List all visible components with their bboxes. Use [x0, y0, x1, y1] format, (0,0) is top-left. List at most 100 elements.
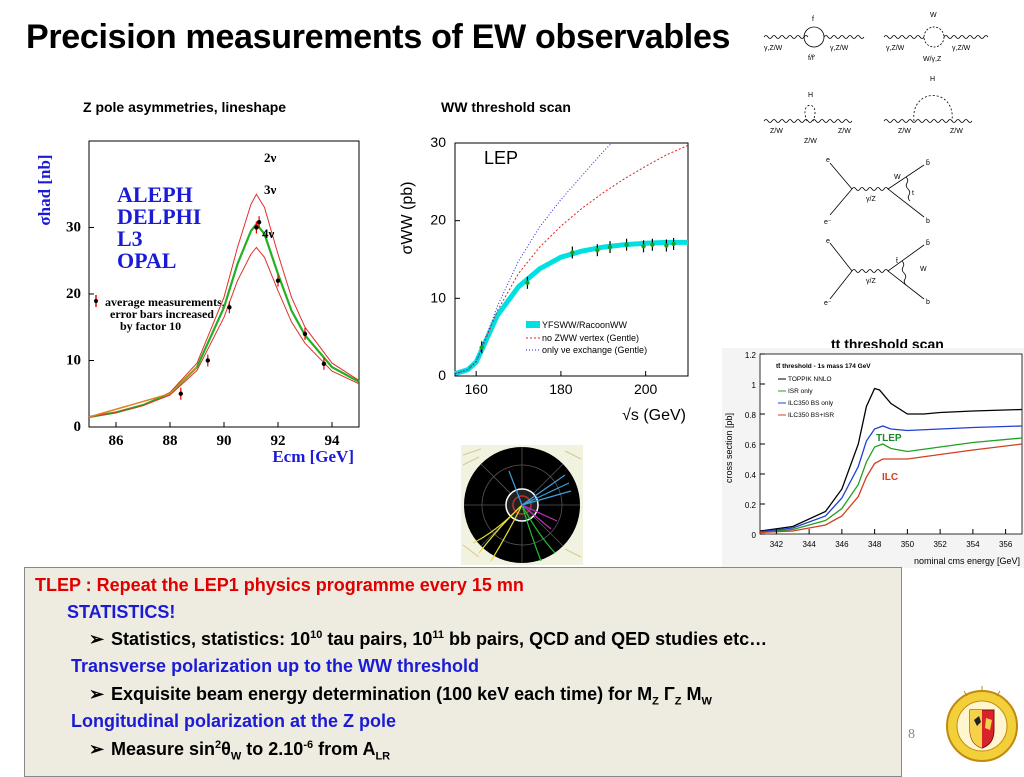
diagram-label: W — [930, 12, 937, 19]
boson-line — [883, 119, 973, 123]
boson-line — [943, 35, 989, 39]
tt-xlabel: nominal cms energy [GeV] — [914, 556, 1020, 566]
y-tick-label: 10 — [66, 352, 81, 368]
bullet-text: -6 — [303, 739, 314, 751]
fermion-line — [887, 188, 925, 218]
y-tick-label: 20 — [430, 212, 446, 228]
data-point — [595, 247, 600, 253]
electron-line — [829, 162, 853, 190]
y-tick-label: 30 — [430, 134, 446, 150]
curve-label-4nu: 4ν — [262, 226, 275, 241]
w-line — [901, 260, 907, 286]
diagram-label: e⁻ — [824, 219, 832, 226]
series-line — [759, 443, 1023, 534]
bullet-text: Z — [674, 695, 682, 708]
series-line — [759, 425, 1023, 533]
bullet-text: LR — [375, 750, 391, 763]
boson-line — [851, 187, 889, 191]
x-tick-label: 354 — [966, 540, 980, 549]
electron-line — [829, 242, 853, 272]
diagram-label: W/γ,Z — [923, 56, 942, 63]
boson-loop — [923, 26, 945, 48]
legend-text: ILC350 BS+ISR — [788, 412, 834, 419]
x-tick-label: 92 — [271, 433, 286, 449]
diagram-label: H — [808, 92, 813, 99]
diagram-label: Z/W — [838, 128, 851, 135]
experiment-label: ALEPH — [117, 182, 193, 207]
bullet-text: W — [230, 750, 242, 763]
data-point — [227, 305, 232, 310]
data-point — [671, 241, 676, 247]
curve-label-2nu: 2ν — [264, 150, 277, 165]
bullet-text: to 2.10 — [241, 739, 304, 759]
diagram-label: e — [826, 238, 830, 245]
data-point — [607, 244, 613, 250]
ww-xlabel: √s (GeV) — [622, 407, 686, 424]
boson-line — [883, 35, 925, 39]
bullet-text: Γ — [658, 684, 675, 704]
legend-swatch — [526, 321, 540, 328]
summary-panel: TLEP : Repeat the LEP1 physics programme… — [24, 567, 902, 777]
key-icon — [985, 718, 992, 730]
higgs-loop — [913, 95, 953, 122]
bullet-text: Measure sin — [111, 739, 216, 759]
x-tick-label: 352 — [933, 540, 947, 549]
diagram-label: b — [926, 299, 930, 306]
legend-text: average measurements, — [105, 295, 225, 309]
diagram-label: Z/W — [950, 128, 963, 135]
y-tick-label: 0.6 — [745, 441, 757, 450]
data-point — [624, 242, 629, 247]
data-point — [205, 358, 210, 363]
legend-text: ILC350 BS only — [788, 400, 834, 407]
particle-tracks — [472, 470, 572, 562]
university-seal-logo — [946, 686, 1018, 762]
bullet-arrow-icon: ➢ — [89, 739, 105, 759]
series-line — [759, 387, 1023, 532]
x-tick-label: 160 — [465, 381, 489, 397]
zpole-xlabel: Ecm [GeV] — [272, 447, 354, 466]
x-tick-label: 180 — [549, 381, 573, 397]
series-line — [88, 246, 360, 418]
y-tick-label: 0.2 — [745, 501, 757, 510]
legend-text: by factor 10 — [120, 319, 181, 333]
data-point — [256, 219, 262, 225]
bullet-text: 10 — [310, 629, 323, 641]
series-line — [759, 437, 1023, 534]
panel-bullet-beam-energy: ➢ Exquisite beam energy determination (10… — [89, 684, 712, 708]
x-tick-label: 356 — [999, 540, 1013, 549]
diagram-label: Z/W — [898, 128, 911, 135]
diagram-label: W — [920, 266, 927, 273]
diagram-label: b̄ — [926, 239, 930, 247]
x-tick-label: 88 — [163, 433, 178, 449]
boson-line — [851, 269, 889, 273]
legend-text: YFSWW/RacoonWW — [542, 320, 628, 330]
x-tick-label: 342 — [770, 540, 784, 549]
curve-label-3nu: 3ν — [264, 182, 277, 197]
legend-marker — [94, 299, 98, 303]
vertex-detector — [512, 495, 532, 515]
series-line — [454, 142, 613, 375]
bullet-text: Statistics, statistics: 10 — [111, 629, 311, 649]
y-tick-label: 30 — [66, 219, 81, 235]
bullet-arrow-icon: ➢ — [89, 629, 105, 649]
detector-event-display — [461, 445, 583, 565]
series-line — [88, 366, 198, 418]
slide-title: Precision measurements of EW observables — [26, 18, 731, 56]
zpole-caption: Z pole asymmetries, lineshape — [83, 99, 287, 115]
diagram-label: γ,Z/W — [886, 45, 905, 52]
diagram-label: e⁻ — [824, 300, 832, 307]
panel-line-longitudinal: Longitudinal polarization at the Z pole — [71, 711, 396, 731]
ww-plot-title: LEP — [484, 148, 518, 168]
y-tick-label: 0 — [74, 419, 82, 435]
diagram-label: W — [894, 174, 901, 181]
higgs-loop — [804, 105, 816, 122]
bullet-text: 2 — [215, 739, 222, 751]
diagram-label: Z/W — [770, 128, 783, 135]
x-tick-label: 346 — [835, 540, 849, 549]
zpole-lineshape-plot: σhad [nb] Ecm [GeV] ALEPH DELPHI L3 OPAL… — [35, 140, 360, 466]
calorimeter-hatching — [462, 448, 582, 558]
data-point — [664, 243, 669, 248]
bullet-text: tau pairs, 10 — [322, 629, 433, 649]
y-tick-label: 0 — [438, 367, 446, 383]
tt-header: tt̄ threshold - 1s mass 174 GeV — [776, 361, 871, 370]
